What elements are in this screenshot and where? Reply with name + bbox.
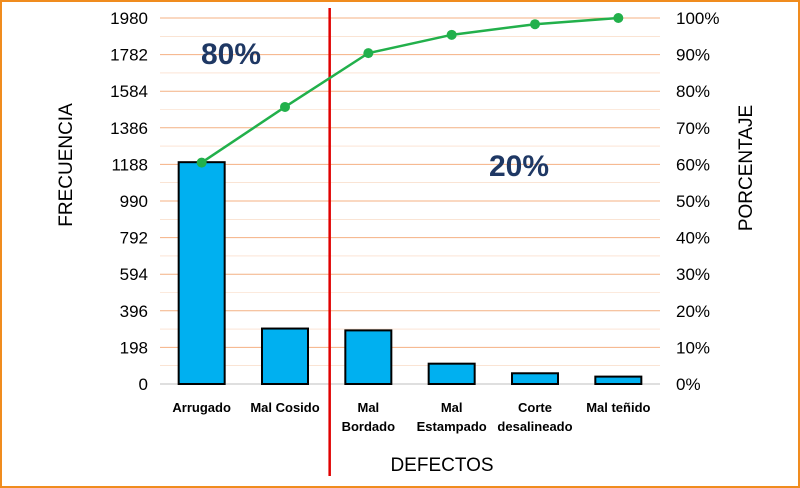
cumulative-polyline bbox=[200, 16, 619, 164]
y-tick-label: 1584 bbox=[110, 82, 148, 101]
y2-tick-label: 60% bbox=[676, 155, 710, 174]
y2-tick-label: 10% bbox=[676, 338, 710, 357]
annotation-80: 80% bbox=[201, 38, 261, 71]
cumulative-marker-3 bbox=[363, 48, 374, 59]
y2-tick-label: 70% bbox=[676, 119, 710, 138]
y2-tick-label: 90% bbox=[676, 46, 710, 65]
y-tick-label: 1386 bbox=[110, 119, 148, 138]
category-label: Bordado bbox=[342, 419, 396, 434]
y2-tick-label: 100% bbox=[676, 9, 719, 28]
bar-6 bbox=[594, 375, 643, 385]
y-tick-label: 1782 bbox=[110, 46, 148, 65]
cumulative-marker-2 bbox=[280, 101, 290, 112]
right-axis-ticks: 0% 10% 20% 30% 40% 50% 60% 70% 80% 90% 100% bbox=[676, 9, 719, 394]
bar-4 bbox=[427, 362, 476, 385]
bar-5 bbox=[511, 372, 559, 385]
bar-3 bbox=[344, 329, 393, 386]
bar-1 bbox=[177, 161, 226, 385]
category-labels: Arrugado Mal Cosido Mal Bordado Mal Estampado… bbox=[172, 400, 650, 434]
annotation-20: 20% bbox=[489, 150, 549, 183]
left-axis-ticks: 0 198 396 594 792 990 1188 1386 1584 1782 1980 bbox=[110, 9, 148, 394]
y-tick-label: 990 bbox=[120, 192, 148, 211]
y2-tick-label: 20% bbox=[676, 302, 710, 321]
category-label: Mal Cosido bbox=[250, 400, 319, 415]
y-tick-label: 594 bbox=[120, 265, 148, 284]
bar-2 bbox=[261, 327, 309, 385]
cumulative-line bbox=[196, 13, 624, 168]
y-tick-label: 0 bbox=[139, 375, 148, 394]
y-tick-label: 198 bbox=[120, 338, 148, 357]
y2-tick-label: 0% bbox=[676, 375, 701, 394]
bars bbox=[177, 161, 643, 386]
y-tick-label: 1980 bbox=[110, 9, 148, 28]
x-axis-title: DEFECTOS bbox=[390, 455, 493, 476]
y-tick-label: 792 bbox=[120, 229, 148, 248]
category-label: Corte bbox=[518, 400, 552, 415]
y-tick-label: 1188 bbox=[111, 155, 148, 174]
category-label: Mal teñido bbox=[586, 400, 650, 415]
y2-tick-label: 40% bbox=[676, 229, 710, 248]
cumulative-marker-1 bbox=[196, 157, 207, 168]
category-label: Mal bbox=[441, 400, 463, 415]
y-axis-title: FRECUENCIA bbox=[56, 103, 77, 227]
category-label: Arrugado bbox=[172, 400, 231, 415]
grid-lines bbox=[160, 17, 660, 385]
y-tick-label: 396 bbox=[120, 302, 148, 321]
y2-tick-label: 50% bbox=[676, 192, 710, 211]
category-label: Estampado bbox=[417, 419, 487, 434]
cumulative-marker-6 bbox=[613, 13, 624, 23]
category-label: desalineado bbox=[497, 419, 572, 434]
y2-tick-label: 80% bbox=[676, 82, 710, 101]
cumulative-marker-4 bbox=[446, 29, 457, 40]
cumulative-marker-5 bbox=[530, 19, 540, 30]
y2-axis-title: PORCENTAJE bbox=[736, 105, 757, 231]
y2-tick-label: 30% bbox=[676, 265, 710, 284]
category-label: Mal bbox=[357, 400, 379, 415]
